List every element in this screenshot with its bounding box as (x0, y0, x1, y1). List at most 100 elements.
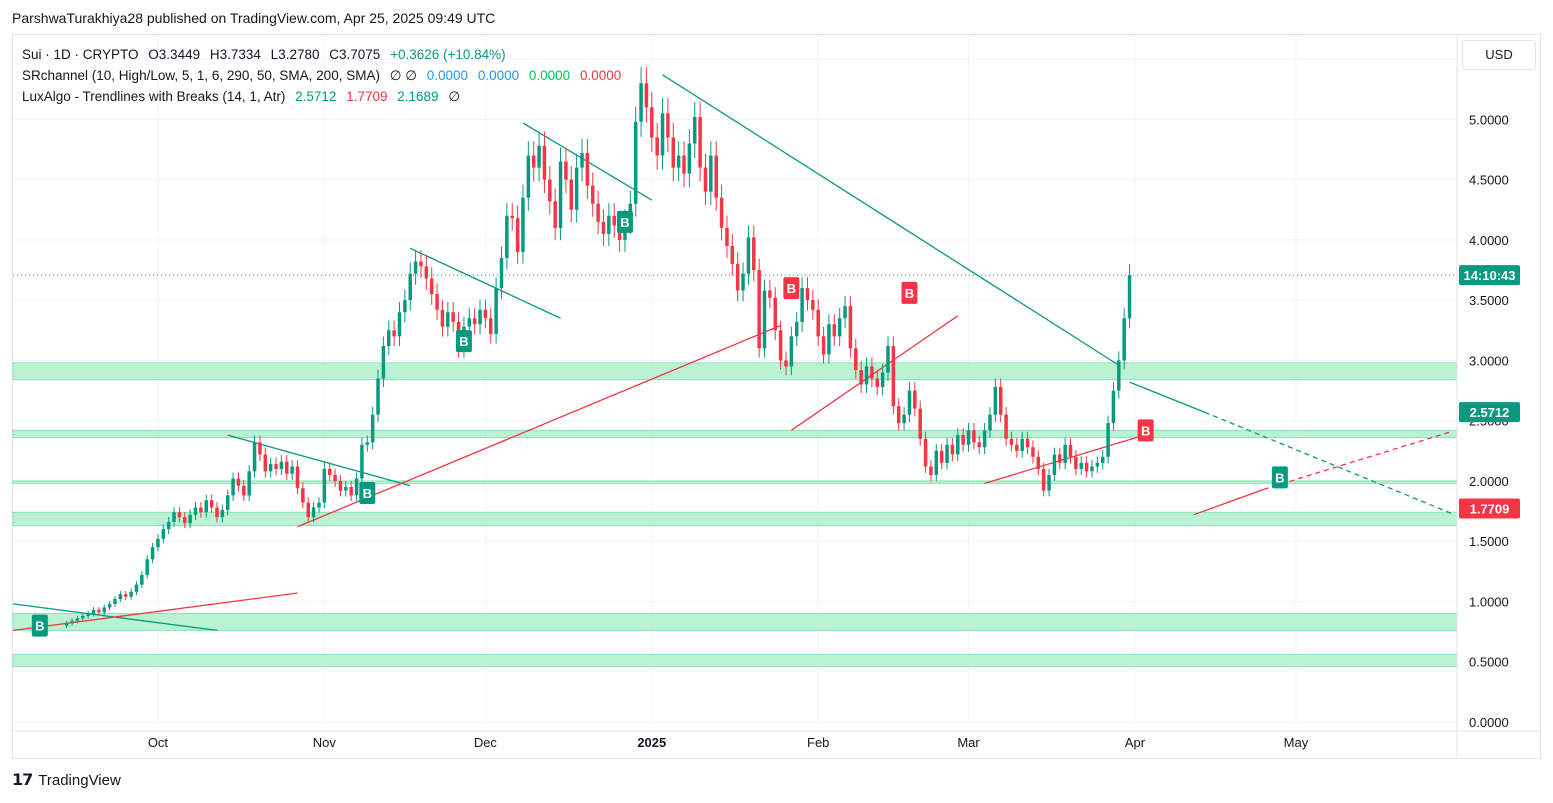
brand-name[interactable]: TradingView (38, 771, 121, 789)
trendline (297, 324, 781, 528)
candle-body (843, 306, 847, 319)
trendline (1193, 488, 1264, 516)
candle-body (580, 153, 584, 168)
break-label-box (901, 281, 918, 304)
axes: 5.50005.00004.50004.00003.50003.00002.50… (13, 35, 1540, 758)
candle-body (768, 290, 772, 298)
candle-body (1020, 438, 1024, 451)
indicator1-value: 0.0000 (528, 68, 571, 83)
candle-body (376, 378, 380, 415)
candle-body (311, 507, 316, 518)
candle-body (252, 442, 257, 472)
candle-body (467, 318, 472, 327)
trendline (227, 434, 411, 487)
indicator1-value: 0.0000 (477, 68, 520, 83)
candle-body (591, 185, 595, 204)
sr-zones (12, 362, 1458, 668)
candle-body (698, 116, 702, 168)
price-badge-label: 2.5712 (1470, 405, 1510, 420)
indicator1-name: SRchannel (10, High/Low, 5, 1, 6, 290, 5… (22, 68, 380, 83)
candle-body (279, 461, 284, 469)
break-label-text: B (787, 281, 796, 296)
candle-body (429, 278, 434, 295)
tradingview-logo-icon[interactable]: 𝟭𝟳 (12, 772, 33, 789)
candle-body (129, 591, 133, 597)
candle-body (242, 485, 246, 496)
candle-body (778, 330, 783, 361)
price-badge-label: 1.7709 (1470, 502, 1510, 517)
candle-body (537, 145, 541, 168)
break-label-box (616, 210, 633, 233)
candle-body (161, 529, 166, 539)
candle-body (327, 468, 332, 475)
candle-body (295, 466, 300, 489)
candle-body (805, 288, 810, 301)
sr-zone (12, 362, 1458, 381)
candle-body (134, 584, 139, 592)
candle-body (676, 155, 681, 168)
candle-body (349, 486, 353, 496)
candle-body (671, 137, 676, 168)
candle-body (118, 594, 123, 600)
footer: 𝟭𝟳 TradingView (12, 770, 121, 790)
candle-body (301, 488, 305, 503)
candle-body (446, 312, 450, 327)
candle-body (220, 509, 225, 518)
low-value: L3.2780 (270, 47, 320, 62)
candle-body (354, 478, 359, 496)
candle-body (499, 257, 504, 289)
candle-body (199, 507, 203, 513)
candle-body (322, 468, 327, 503)
candle-body (515, 218, 520, 252)
break-labels: B B B B B B B B (31, 210, 1288, 637)
currency-button[interactable]: USD (1462, 40, 1536, 70)
candle-body (564, 161, 568, 180)
candle-body (365, 442, 370, 445)
sr-zone (12, 511, 1458, 527)
candle-body (183, 517, 187, 524)
candles (64, 67, 1132, 628)
candle-body (1106, 423, 1110, 457)
candle-body (435, 294, 439, 310)
price-tick-label: 1.0000 (1469, 594, 1509, 609)
candle-body (902, 414, 906, 424)
indicator2-flag: ∅ (448, 89, 461, 104)
sr-zone (12, 480, 1458, 484)
candle-body (735, 264, 740, 291)
candle-body (961, 435, 965, 445)
candle-body (1127, 275, 1132, 319)
legend-indicator1-row[interactable]: SRchannel (10, High/Low, 5, 1, 6, 290, 5… (22, 65, 621, 86)
time-tick-label: Oct (148, 735, 169, 750)
candle-body (972, 430, 976, 443)
candle-body (741, 273, 745, 291)
candle-body (918, 408, 922, 439)
sr-zone (12, 613, 1458, 631)
indicator1-flags: ∅ ∅ (389, 68, 417, 83)
candle-body (945, 444, 949, 463)
publisher-line: ParshwaTurakhiya28 published on TradingV… (12, 10, 496, 26)
candle-body (977, 442, 981, 448)
indicator2-value: 2.5712 (295, 89, 337, 104)
candle-body (489, 318, 493, 334)
indicator1-value: 0.0000 (579, 68, 622, 83)
candle-body (150, 547, 155, 560)
chart-frame (12, 34, 1541, 759)
candle-body (655, 137, 659, 156)
candle-body (1117, 360, 1121, 391)
candle-body (91, 609, 96, 614)
candle-body (236, 478, 241, 486)
candle-body (548, 179, 552, 202)
time-tick-label: Nov (313, 735, 337, 750)
candle-body (993, 386, 998, 415)
candle-body (848, 306, 853, 349)
candle-body (274, 464, 278, 469)
price-tick-label: 5.0000 (1469, 112, 1509, 127)
candle-body (757, 270, 761, 349)
candle-body (607, 215, 611, 234)
candle-body (854, 348, 858, 371)
candle-body (140, 574, 144, 585)
candle-body (714, 155, 718, 198)
legend-indicator2-row[interactable]: LuxAlgo - Trendlines with Breaks (14, 1,… (22, 86, 621, 107)
symbol-label[interactable]: Sui · 1D · CRYPTO (22, 47, 139, 62)
